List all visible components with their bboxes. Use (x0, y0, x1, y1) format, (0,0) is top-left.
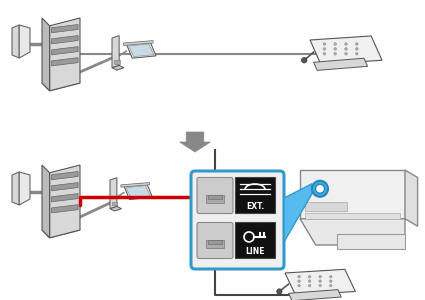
Circle shape (355, 43, 358, 45)
Polygon shape (51, 25, 78, 33)
Polygon shape (42, 165, 50, 238)
Bar (235, 177, 275, 213)
Polygon shape (112, 36, 119, 68)
Polygon shape (42, 18, 50, 91)
Polygon shape (124, 183, 153, 200)
Circle shape (302, 58, 307, 63)
Polygon shape (51, 205, 78, 213)
Text: LINE: LINE (245, 247, 265, 256)
Polygon shape (289, 290, 341, 300)
Bar (206, 195, 224, 203)
FancyBboxPatch shape (191, 171, 284, 269)
Circle shape (334, 52, 337, 55)
Polygon shape (42, 75, 80, 91)
Circle shape (308, 280, 311, 283)
Polygon shape (51, 58, 78, 66)
Polygon shape (310, 36, 382, 64)
Polygon shape (51, 182, 78, 191)
Bar (112, 202, 117, 205)
Polygon shape (51, 46, 78, 55)
Circle shape (329, 284, 332, 287)
Circle shape (329, 280, 332, 283)
Polygon shape (126, 186, 150, 198)
Circle shape (334, 48, 337, 50)
Polygon shape (284, 184, 312, 242)
Circle shape (345, 48, 347, 50)
Polygon shape (110, 178, 117, 209)
Polygon shape (51, 172, 78, 180)
Circle shape (323, 43, 326, 45)
Polygon shape (50, 18, 80, 91)
Circle shape (308, 275, 311, 278)
Polygon shape (110, 206, 122, 211)
Circle shape (315, 184, 325, 193)
Circle shape (345, 43, 347, 45)
Bar (114, 60, 120, 64)
Polygon shape (126, 42, 156, 58)
Polygon shape (405, 170, 418, 226)
Circle shape (355, 52, 358, 55)
FancyBboxPatch shape (197, 223, 233, 259)
Polygon shape (42, 222, 80, 238)
Circle shape (334, 43, 337, 45)
Bar (208, 195, 222, 199)
Bar (235, 222, 275, 258)
Polygon shape (51, 194, 78, 202)
Polygon shape (19, 172, 30, 205)
Circle shape (345, 52, 347, 55)
Polygon shape (12, 25, 19, 58)
Polygon shape (112, 65, 124, 70)
FancyBboxPatch shape (197, 178, 233, 214)
Polygon shape (285, 269, 355, 295)
Polygon shape (19, 25, 30, 58)
Circle shape (298, 284, 300, 287)
Bar (305, 213, 400, 219)
Polygon shape (129, 44, 154, 57)
Polygon shape (300, 219, 405, 245)
Polygon shape (300, 170, 405, 219)
Circle shape (329, 275, 332, 278)
Circle shape (298, 280, 300, 283)
Circle shape (298, 275, 300, 278)
Bar (206, 240, 224, 248)
Polygon shape (314, 58, 368, 70)
Circle shape (323, 52, 326, 55)
Circle shape (312, 181, 328, 197)
Circle shape (355, 48, 358, 50)
Polygon shape (180, 132, 210, 152)
Circle shape (277, 289, 282, 294)
Circle shape (319, 280, 322, 283)
Bar (305, 202, 347, 211)
Polygon shape (121, 182, 150, 187)
Text: EXT.: EXT. (246, 202, 264, 211)
Circle shape (308, 284, 311, 287)
Polygon shape (50, 165, 80, 238)
Bar (208, 240, 222, 244)
Polygon shape (12, 172, 19, 205)
Polygon shape (123, 40, 153, 45)
Circle shape (319, 275, 322, 278)
Circle shape (319, 284, 322, 287)
Polygon shape (51, 35, 78, 44)
Circle shape (323, 48, 326, 50)
Polygon shape (337, 234, 405, 249)
